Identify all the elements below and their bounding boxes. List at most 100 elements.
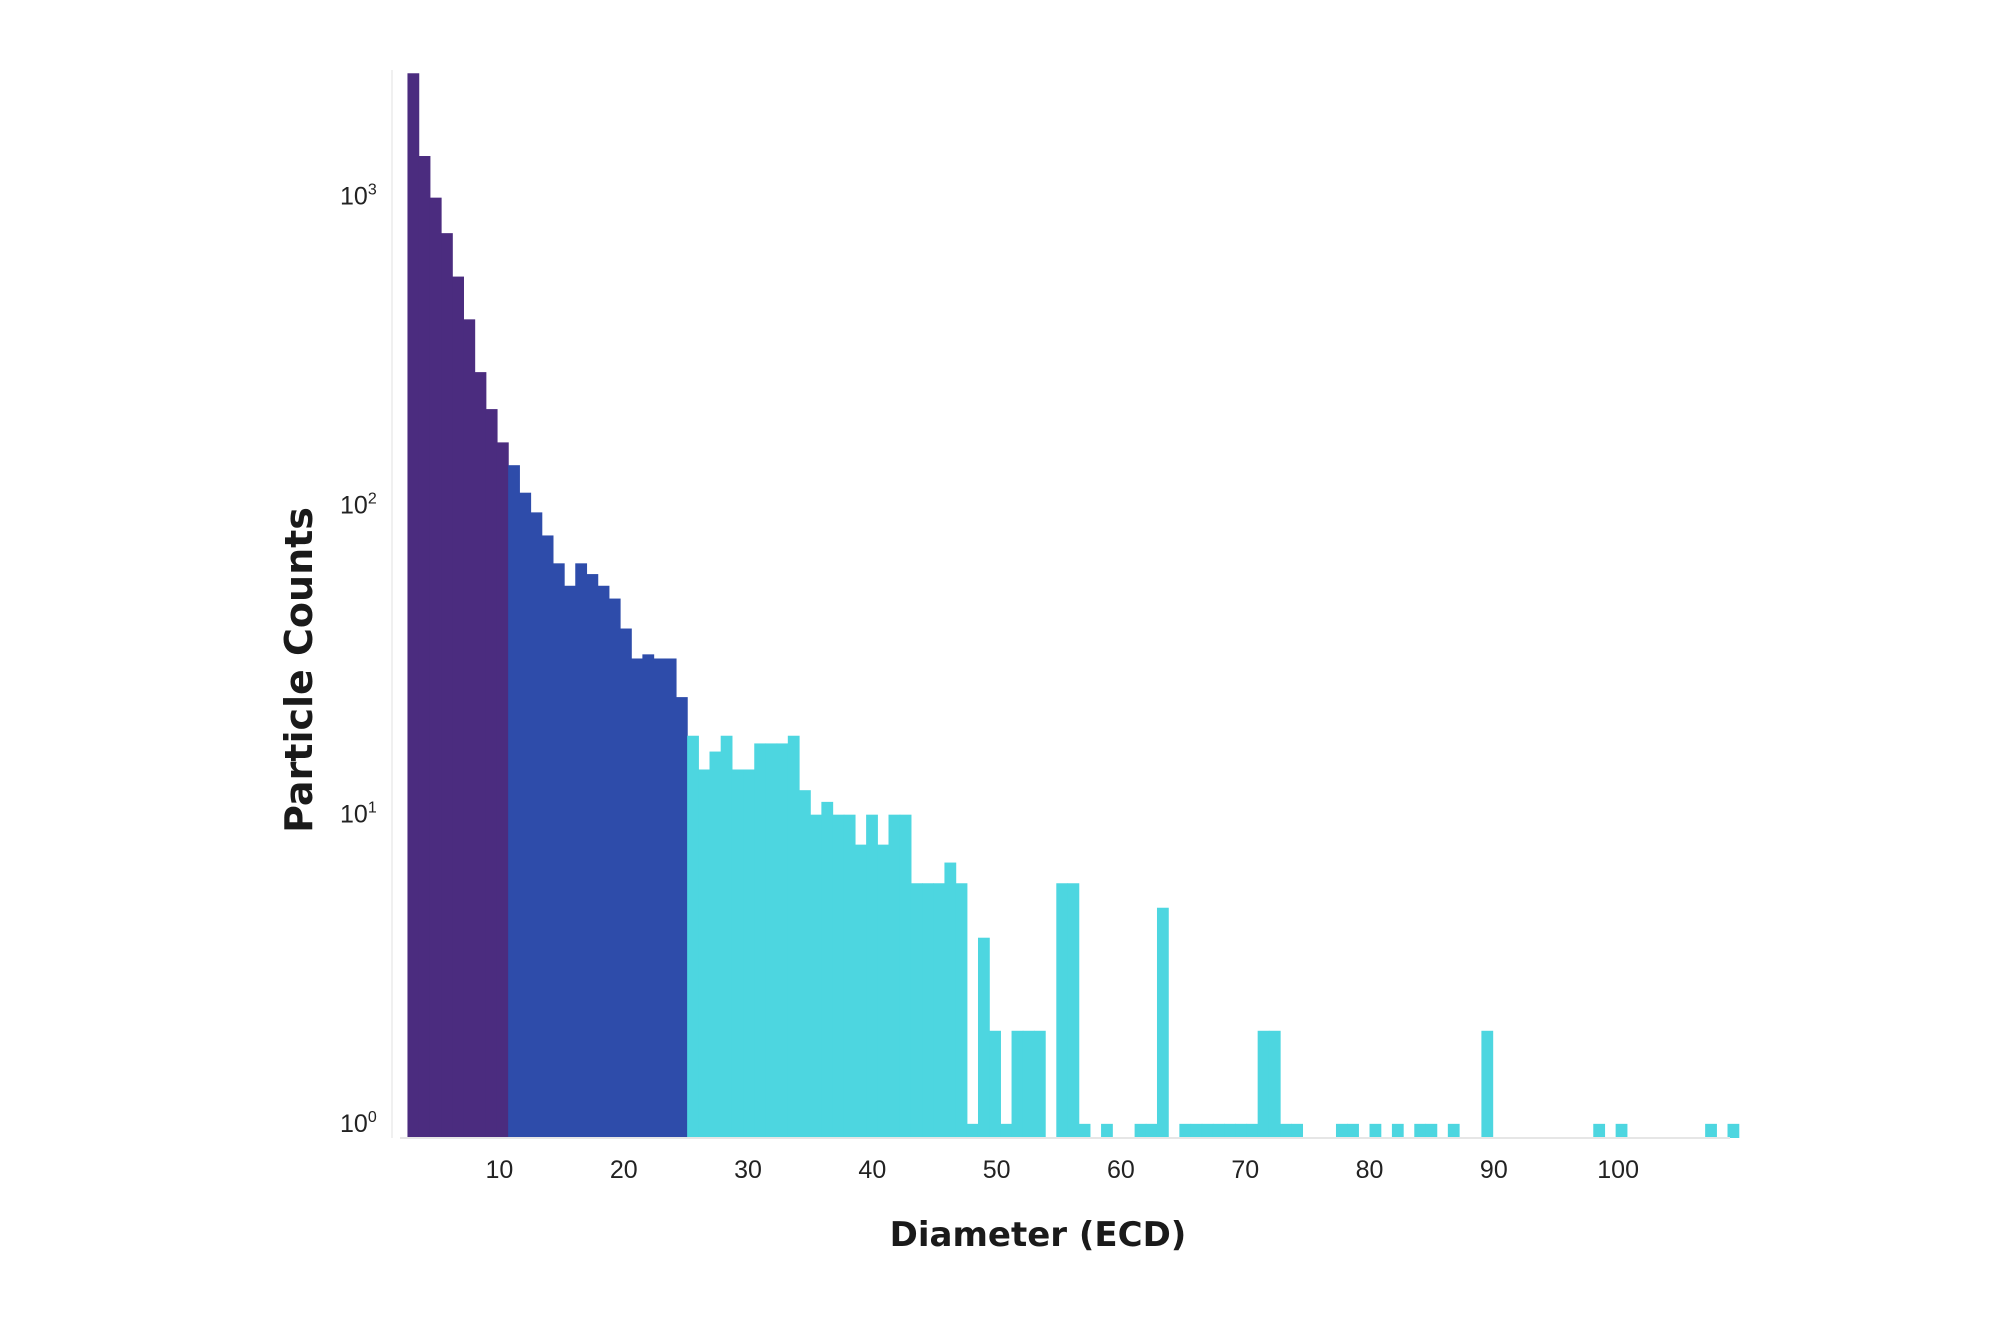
histogram-bar-large [1246,1123,1259,1138]
histogram-bar-medium [631,658,643,1138]
y-axis-title: Particle Counts [277,507,321,833]
histogram-bar-large [1190,1123,1203,1138]
histogram-bar-large [1011,1030,1024,1138]
histogram-bar-large [866,814,878,1138]
histogram-bar-medium [519,492,532,1138]
histogram-bar-large [1224,1123,1236,1138]
histogram-bar-small [485,409,498,1139]
x-tick-label: 90 [1480,1156,1508,1184]
histogram-bar-small [496,442,509,1138]
x-tick-label: 70 [1231,1156,1259,1184]
histogram-bar-large [1134,1123,1147,1138]
histogram-bar-large [1000,1123,1013,1138]
x-tick-label: 20 [610,1156,638,1184]
x-tick-label: 100 [1597,1156,1639,1184]
histogram-bar-large [720,735,733,1138]
histogram-bar-small [407,73,420,1138]
histogram-bar-large [1593,1123,1606,1138]
histogram-bar-medium [552,563,565,1138]
histogram-bar-large [1291,1123,1304,1138]
histogram-bar-large [1268,1030,1281,1138]
histogram-bar-large [765,743,778,1138]
histogram-bar-large [1067,883,1080,1138]
histogram-bar-large [877,844,890,1138]
histogram-bar-large [1145,1123,1158,1138]
histogram-bar-medium [564,585,576,1138]
histogram-bar-large [1056,883,1069,1138]
histogram-bar-large [1201,1123,1214,1138]
histogram-bar-large [1280,1123,1292,1138]
histogram-bar-large [1022,1030,1035,1138]
x-tick-label: 50 [983,1156,1011,1184]
histogram-bar-large [832,814,845,1138]
x-tick-label: 40 [858,1156,886,1184]
histogram-bar-large [955,883,968,1138]
histogram-bar-small [452,276,464,1139]
x-tick-label: 60 [1107,1156,1135,1184]
y-tick-label: 102 [340,490,377,519]
histogram-bar-large [731,769,744,1138]
histogram-bar-medium [530,512,543,1138]
histogram-bar-medium [586,574,599,1138]
histogram-bar-large [754,743,767,1138]
histogram-bar-large [1414,1123,1427,1138]
histogram-bar-large [1425,1123,1438,1138]
histogram-bar-large [787,735,800,1138]
histogram-bar-medium [541,535,554,1138]
histogram-bar-large [698,769,711,1138]
histogram-bar-small [418,156,431,1138]
histogram-bar-large [1481,1030,1494,1138]
histogram-bar-small [463,319,476,1139]
y-tick-label: 100 [340,1109,377,1138]
histogram-bar-medium [675,697,688,1138]
histogram-bar-large [1235,1123,1248,1138]
histogram-bar-large [1101,1123,1113,1138]
histogram-bar-large [1391,1123,1404,1138]
x-tick-label: 80 [1356,1156,1384,1184]
histogram-bar-medium [597,585,610,1138]
histogram-bar-large [1727,1123,1740,1138]
histogram-bar-large [1705,1123,1717,1138]
histogram-bar-large [810,814,822,1138]
histogram-bar-large [821,801,834,1138]
histogram-bar-large [1212,1123,1225,1138]
histogram-bar-large [1257,1030,1270,1138]
histogram-bar-medium [508,465,520,1138]
bars-layer [407,73,1740,1139]
histogram-bar-large [910,883,923,1138]
histogram-bar-large [1615,1123,1628,1138]
histogram-bar-large [1078,1123,1091,1138]
histogram-bar-medium [575,563,588,1138]
histogram-bar-medium [664,658,677,1138]
histogram-bar-large [922,883,934,1138]
histogram-bar-large [1156,907,1169,1138]
y-tick-label: 101 [340,800,377,829]
histogram-bar-large [966,1123,979,1138]
x-tick-label: 30 [734,1156,762,1184]
histogram-bar-large [888,814,901,1138]
histogram-bar-large [977,937,990,1138]
histogram-bar-small [441,233,453,1138]
x-tick-labels: 10 20 30 40 50 60 70 80 90 100 [486,1156,1639,1184]
histogram-bar-large [1335,1123,1348,1138]
histogram-bar-large [989,1030,1001,1138]
histogram-bar-large [933,883,946,1138]
x-axis-title: Diameter (ECD) [890,1215,1187,1255]
histogram-bar-large [709,751,722,1138]
histogram-bar-medium [642,654,655,1138]
histogram-bar-medium [608,598,621,1138]
histogram-bar-large [843,814,856,1138]
histogram-bar-large [854,844,867,1138]
histogram-bar-large [1033,1030,1046,1138]
y-tick-labels: 100 101 102 103 [340,181,377,1138]
histogram-bar-large [1179,1123,1192,1138]
histogram-bar-large [1447,1123,1460,1138]
histogram-bar-medium [620,628,632,1138]
histogram-bar-small [474,372,487,1138]
x-tick-label: 10 [486,1156,514,1184]
y-tick-label: 103 [340,181,377,210]
histogram-bar-large [687,735,699,1138]
histogram-bar-medium [653,658,666,1138]
histogram-bar-large [944,862,957,1138]
